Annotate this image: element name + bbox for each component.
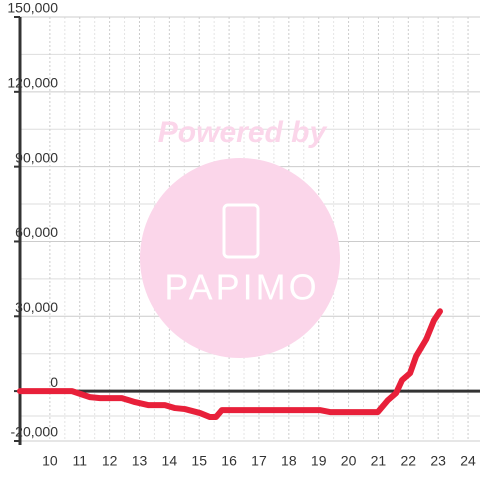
watermark-icon bbox=[222, 203, 260, 259]
x-tick-label: 23 bbox=[430, 453, 446, 469]
x-tick-label: 16 bbox=[221, 453, 237, 469]
x-tick-label: 21 bbox=[371, 453, 387, 469]
y-tick-label: 120,000 bbox=[7, 75, 58, 91]
y-tick-label: -20,000 bbox=[11, 424, 59, 440]
y-tick-label: 0 bbox=[50, 374, 58, 390]
watermark-text: Powered by bbox=[158, 116, 328, 149]
x-tick-label: 15 bbox=[191, 453, 207, 469]
line bbox=[17, 308, 443, 421]
x-tick-label: 10 bbox=[42, 453, 58, 469]
x-tick-label: 20 bbox=[341, 453, 357, 469]
x-tick-label: 19 bbox=[311, 453, 327, 469]
watermark-logo: PAPIMO bbox=[164, 267, 319, 308]
x-tick-label: 24 bbox=[460, 453, 476, 469]
x-tick-label: 18 bbox=[281, 453, 297, 469]
y-tick-label: 150,000 bbox=[7, 0, 58, 16]
x-tick-label: 13 bbox=[132, 453, 148, 469]
x-tick-label: 14 bbox=[162, 453, 178, 469]
y-tick-label: 60,000 bbox=[15, 224, 58, 240]
x-tick-label: 11 bbox=[72, 453, 87, 469]
y-tick-label: 90,000 bbox=[15, 149, 58, 165]
y-tick-label: 30,000 bbox=[15, 299, 58, 315]
x-tick-label: 17 bbox=[251, 453, 267, 469]
watermark: Powered by PAPIMO bbox=[140, 116, 340, 358]
x-tick-label: 12 bbox=[102, 453, 118, 469]
x-tick-label: 22 bbox=[401, 453, 417, 469]
